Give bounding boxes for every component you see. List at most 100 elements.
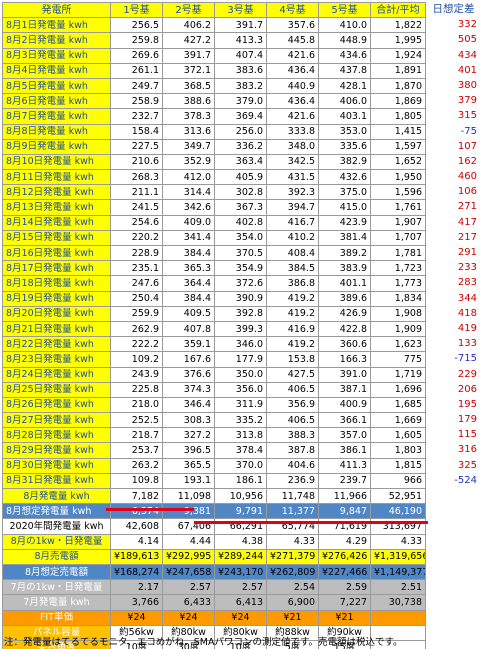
cell-unit-2: 352.9 xyxy=(162,153,215,171)
daily-diff-value: 291 xyxy=(457,247,477,258)
row-label: 8月22日発電量 kwh xyxy=(2,336,111,353)
row-label: 8月21日発電量 kwh xyxy=(2,320,111,338)
day-row: 8月31日発電量 kwh 109.8 193.1 186.1 236.9 239.7 966 xyxy=(2,472,426,490)
row-label: 8月9日発電量 kwh xyxy=(2,138,111,155)
daily-diff-column: 日想定差 332 505 434 401 380 379 315 -75 107 162 460 10… xyxy=(427,2,480,488)
cell-unit-2: 314.4 xyxy=(162,184,215,201)
cell-unit-4: 419.2 xyxy=(266,290,319,307)
cell-total: 1,719 xyxy=(370,366,426,383)
cell-unit-5: 411.3 xyxy=(318,457,371,474)
header-unit-3: 3号基 xyxy=(214,1,267,19)
cell-unit-4: 406.5 xyxy=(266,412,319,429)
cell-unit-3: 2.57 xyxy=(214,579,267,596)
row-label: 8月15日発電量 kwh xyxy=(2,229,111,247)
cell-unit-2: 384.4 xyxy=(162,290,215,307)
daily-diff-value: 315 xyxy=(457,110,477,122)
cell-unit-1: 218.0 xyxy=(110,396,163,414)
row-label: パネル容量 xyxy=(2,624,111,641)
cell-unit-4: 404.6 xyxy=(266,457,319,474)
cell-unit-4: 6,900 xyxy=(266,594,319,611)
cell-unit-1: 256.5 xyxy=(110,17,163,34)
cell-unit-5: ¥21 xyxy=(318,609,371,626)
row-label: 8月27日発電量 kwh xyxy=(2,412,111,429)
cell-unit-5: 428.1 xyxy=(318,77,371,95)
row-label: 8月17日発電量 kwh xyxy=(2,260,111,277)
cell-unit-5: 389.6 xyxy=(318,290,371,307)
red-underline-left xyxy=(106,508,194,511)
daily-diff-value: 233 xyxy=(457,262,477,274)
cell-unit-1: 269.6 xyxy=(110,47,163,64)
cell-unit-4: 419.2 xyxy=(266,305,319,322)
day-row: 8月3日発電量 kwh 269.6 391.7 407.4 421.6 434.6 1,92… xyxy=(2,47,426,64)
cell-unit-1: 252.5 xyxy=(110,412,163,429)
cell-unit-5: 400.9 xyxy=(318,396,371,414)
header-row: 発電所 1号基 2号基 3号基 4号基 5号基 合計/平均 xyxy=(2,1,426,19)
cell-unit-5: 426.9 xyxy=(318,305,371,322)
cell-total: 775 xyxy=(370,351,426,368)
daily-diff-value: 460 xyxy=(457,171,477,183)
cell-unit-2: 427.2 xyxy=(162,32,215,49)
daily-diff-value: 434 xyxy=(457,49,477,61)
cell-unit-2: 372.1 xyxy=(162,62,215,79)
cell-unit-5: 353.0 xyxy=(318,123,371,140)
cell-unit-2: 9,381 xyxy=(162,503,215,520)
cell-unit-1: 249.7 xyxy=(110,77,163,95)
day-row: 8月22日発電量 kwh 222.2 359.1 346.0 419.2 360.6 1,6… xyxy=(2,336,426,353)
diff-header: 日想定差 xyxy=(432,3,475,15)
cell-unit-4: 11,748 xyxy=(266,487,319,505)
daily-diff-value: 195 xyxy=(457,398,477,410)
day-row: 8月2日発電量 kwh 259.8 427.2 413.3 445.8 448.9 1,99… xyxy=(2,32,426,49)
cell-unit-1: 232.7 xyxy=(110,108,163,125)
cell-unit-4: 333.8 xyxy=(266,123,319,140)
cell-unit-1: 3,766 xyxy=(110,594,163,611)
cell-total xyxy=(370,624,426,641)
cell-unit-1: 250.4 xyxy=(110,290,163,307)
cell-unit-3: 391.7 xyxy=(214,17,267,34)
cell-total: 2.51 xyxy=(370,579,426,596)
daily-diff-value: -715 xyxy=(454,353,477,365)
cell-unit-2: 409.5 xyxy=(162,305,215,322)
daily-diff-value: -524 xyxy=(454,474,477,486)
row-label: 8月25日発電量 kwh xyxy=(2,381,111,398)
cell-unit-4: 440.9 xyxy=(266,77,319,95)
cell-total: 1,908 xyxy=(370,305,426,322)
cell-unit-5: 422.8 xyxy=(318,320,371,338)
cell-unit-4: 436.4 xyxy=(266,93,319,110)
daily-diff-value: 332 xyxy=(457,19,477,31)
row-label: 8月13日発電量 kwh xyxy=(2,199,111,216)
per-kw-day-row: 8月の1kw・日発電量 4.14 4.44 4.38 4.33 4.29 4.33 xyxy=(2,533,426,550)
daily-diff-value: 283 xyxy=(457,277,477,289)
daily-diff-value: 379 xyxy=(457,95,477,107)
generation-table: 発電所 1号基 2号基 3号基 4号基 5号基 合計/平均 8月1日発電量 kw… xyxy=(2,1,426,649)
cell-unit-1: 7,182 xyxy=(110,487,163,505)
cell-unit-4: 342.5 xyxy=(266,153,319,171)
cell-total: 1,950 xyxy=(370,169,426,186)
cell-total: 1,924 xyxy=(370,47,426,64)
cell-unit-3: 約80kw xyxy=(214,624,267,641)
cell-unit-4: 357.6 xyxy=(266,17,319,34)
cell-total: 46,190 xyxy=(370,503,426,520)
cell-unit-4: 421.6 xyxy=(266,47,319,64)
cell-total: 1,891 xyxy=(370,62,426,79)
cell-unit-3: 313.8 xyxy=(214,427,267,444)
cell-unit-4: 445.8 xyxy=(266,32,319,49)
cell-unit-2: ¥292,995 xyxy=(162,548,215,565)
cell-unit-3: 6,413 xyxy=(214,594,267,611)
panel-capacity-row: パネル容量 約56kw 約80kw 約80kw 約88kw 約90kw xyxy=(2,624,426,641)
cell-unit-4: 410.2 xyxy=(266,229,319,247)
daily-diff-value: 418 xyxy=(457,307,477,319)
cell-total: 1,723 xyxy=(370,260,426,277)
cell-unit-4: 2.54 xyxy=(266,579,319,596)
cell-total: 52,951 xyxy=(370,487,426,505)
cell-unit-3: 372.6 xyxy=(214,275,267,292)
cell-unit-2: 412.0 xyxy=(162,169,215,186)
cell-unit-1: ¥24 xyxy=(110,609,163,626)
cell-unit-2: 308.3 xyxy=(162,412,215,429)
cell-unit-5: 386.1 xyxy=(318,442,371,459)
cell-unit-1: 241.5 xyxy=(110,199,163,216)
cell-total: 1,707 xyxy=(370,229,426,247)
cell-unit-5: 406.0 xyxy=(318,93,371,110)
cell-unit-3: 256.0 xyxy=(214,123,267,140)
cell-unit-3: 9,791 xyxy=(214,503,267,520)
